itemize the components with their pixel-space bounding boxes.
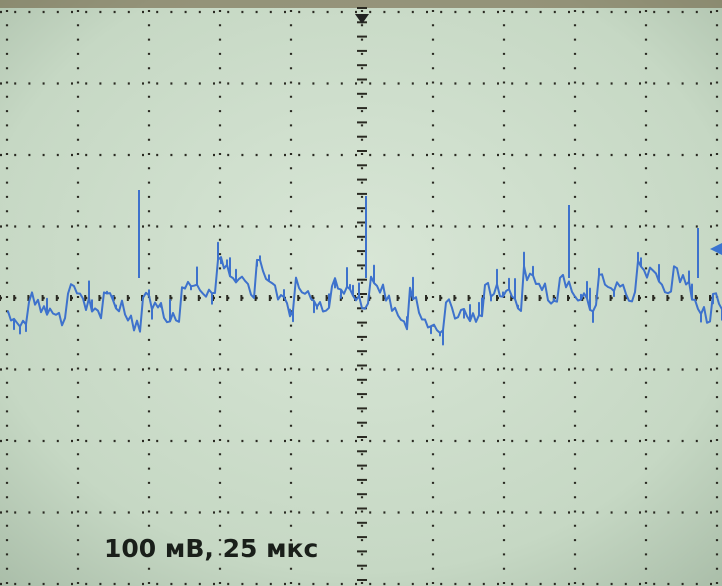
- level-marker: [710, 243, 722, 255]
- top-edge: [0, 0, 722, 8]
- caption: 100 мВ, 25 мкс: [104, 534, 318, 563]
- trigger-marker: [355, 14, 369, 24]
- waveform: [7, 190, 722, 346]
